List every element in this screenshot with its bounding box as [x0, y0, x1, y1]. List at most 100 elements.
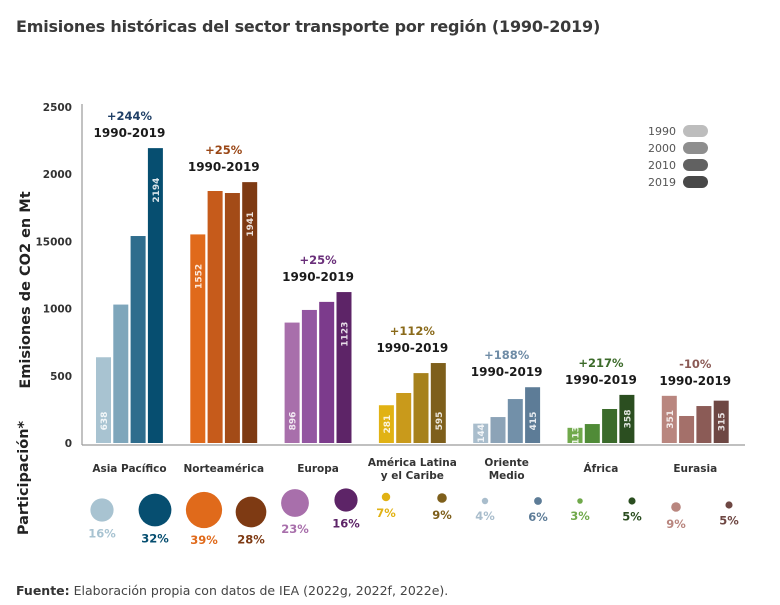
bar-2010 — [696, 406, 712, 443]
participation-bubble-1990 — [381, 492, 391, 502]
source-note: Fuente: Elaboración propia con datos de … — [16, 583, 448, 598]
bar-1990 — [378, 405, 394, 443]
participation-value-1990: 23% — [281, 522, 309, 536]
y-tick-label: 0 — [65, 438, 72, 450]
participation-value-1990: 4% — [475, 509, 495, 523]
bar-2010 — [224, 193, 240, 443]
bar-2019 — [147, 148, 163, 443]
legend-swatch — [683, 176, 708, 188]
bar-2010 — [413, 373, 429, 443]
y-tick-label: 15000 — [35, 236, 72, 248]
legend-swatch — [683, 159, 708, 171]
bar-1990 — [567, 427, 583, 443]
legend-label: 2000 — [648, 142, 676, 155]
bar-2000 — [396, 393, 412, 443]
bar-2000 — [207, 191, 223, 443]
legend-swatch — [683, 125, 708, 137]
change-annotation: +25% — [299, 253, 337, 267]
bar-1990 — [661, 395, 677, 443]
bar-2000 — [113, 304, 129, 443]
participation-value-2019: 28% — [237, 532, 265, 546]
change-annotation: +188% — [484, 348, 530, 362]
bar-2010 — [319, 301, 335, 443]
bar-value-label: 358 — [623, 410, 633, 429]
participation-bubble-1990 — [90, 498, 114, 522]
participation-value-2019: 5% — [622, 510, 642, 524]
change-annotation: +217% — [578, 356, 624, 370]
participation-bubble-1990 — [671, 502, 681, 512]
period-annotation: 1990-2019 — [565, 373, 637, 387]
participation-bubble-1990 — [481, 497, 489, 505]
legend-swatch — [683, 142, 708, 154]
bar-value-label: 281 — [383, 415, 393, 434]
source-text: Elaboración propia con datos de IEA (202… — [69, 583, 449, 598]
bar-2010 — [130, 236, 146, 443]
bar-value-label: 113 — [572, 426, 582, 445]
y-tick-label: 500 — [50, 371, 72, 383]
bar-2019 — [242, 182, 258, 444]
bar-2019 — [619, 394, 635, 443]
change-annotation: +244% — [107, 109, 153, 123]
bar-1990 — [473, 423, 489, 443]
participation-bubble-2019 — [628, 497, 636, 505]
x-category-label: América Latina — [368, 457, 457, 469]
period-annotation: 1990-2019 — [188, 160, 260, 174]
bar-2019 — [713, 400, 729, 443]
period-annotation: 1990-2019 — [659, 374, 731, 388]
participation-value-2019: 16% — [332, 517, 360, 531]
participation-bubble-1990 — [185, 491, 223, 529]
change-annotation: +25% — [205, 143, 243, 157]
change-annotation: -10% — [679, 357, 712, 371]
period-annotation: 1990-2019 — [376, 341, 448, 355]
participation-bubble-1990 — [577, 498, 583, 504]
bar-value-label: 1552 — [194, 264, 204, 289]
x-category-label: Europa — [297, 463, 339, 475]
y-axis-title: Emisiones de CO2 en Mt — [18, 191, 34, 388]
bar-2010 — [602, 408, 618, 443]
participation-value-2019: 32% — [141, 531, 169, 545]
participation-value-1990: 3% — [570, 509, 590, 523]
bar-value-label: 1123 — [341, 322, 351, 347]
legend-label: 2010 — [648, 159, 676, 172]
participation-value-1990: 39% — [190, 533, 218, 547]
participation-value-2019: 9% — [432, 508, 452, 522]
y-tick-label: 2500 — [43, 102, 72, 114]
participation-value-2019: 6% — [528, 510, 548, 524]
x-category-label: África — [584, 462, 619, 475]
bar-value-label: 144 — [477, 424, 487, 443]
participation-bubble-2019 — [437, 493, 447, 503]
change-annotation: +112% — [390, 324, 436, 338]
bar-2019 — [430, 363, 446, 443]
x-category-label: Oriente — [484, 457, 528, 469]
bar-2019 — [525, 387, 541, 443]
bar-2000 — [584, 424, 600, 443]
x-category-label: Eurasia — [673, 463, 717, 475]
bar-value-label: 315 — [718, 412, 728, 431]
bar-value-label: 1941 — [246, 212, 256, 237]
x-category-label: Norteamérica — [183, 463, 264, 475]
bar-value-label: 351 — [666, 410, 676, 429]
y-tick-label: 2000 — [43, 169, 72, 181]
bar-value-label: 896 — [289, 412, 299, 431]
bar-value-label: 415 — [529, 412, 539, 431]
period-annotation: 1990-2019 — [282, 270, 354, 284]
bar-1990 — [190, 234, 206, 443]
bar-value-label: 638 — [100, 412, 110, 431]
period-annotation: 1990-2019 — [94, 126, 166, 140]
y-tick-label: 1000 — [43, 304, 72, 316]
legend-label: 1990 — [648, 125, 676, 138]
x-category-label: Medio — [489, 470, 525, 482]
participation-bubble-1990 — [281, 489, 309, 517]
participation-bubble-2019 — [138, 493, 172, 527]
bar-2019 — [336, 292, 352, 443]
participation-bubble-2019 — [725, 501, 733, 509]
participation-title: Participación* — [16, 420, 32, 535]
participation-bubble-2019 — [334, 488, 358, 512]
source-label: Fuente: — [16, 583, 70, 598]
participation-value-1990: 9% — [666, 517, 686, 531]
bar-value-label: 2194 — [152, 178, 162, 203]
participation-value-1990: 7% — [376, 506, 396, 520]
bar-2010 — [507, 399, 523, 443]
x-category-label: y el Caribe — [381, 470, 444, 482]
